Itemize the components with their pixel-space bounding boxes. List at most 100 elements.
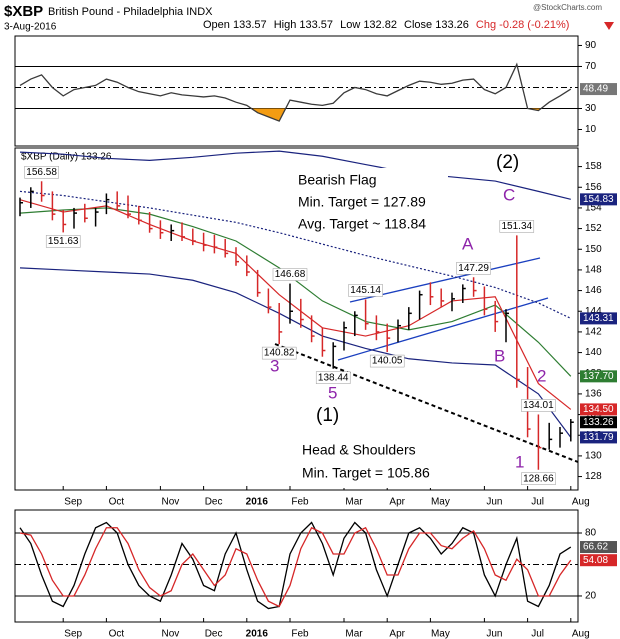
panel-title: $XBP (Daily) 133.26: [21, 152, 112, 163]
price-label-box: [348, 284, 383, 297]
quote-close: Close 133.26: [404, 19, 469, 31]
wave-label: C: [503, 185, 515, 204]
x-tick-label: Jun: [486, 497, 502, 508]
y-tick-label: 142: [585, 327, 602, 338]
x-tick-label: Jun: [486, 629, 502, 639]
end-label: 134.50: [583, 404, 614, 415]
x-tick-label: May: [431, 629, 450, 639]
y-tick-label: 158: [585, 161, 602, 172]
rsi-layer: 10 30 70 90 48.49: [15, 40, 617, 135]
wave-label: A: [462, 234, 474, 253]
price-label-box: [456, 262, 491, 275]
price-layer: 1281301321341361381401421441461481501521…: [19, 150, 617, 508]
end-label-box: [580, 312, 617, 325]
y-tick-label: 70: [585, 61, 597, 72]
wave-label: 5: [328, 383, 337, 402]
end-label-box: [580, 193, 617, 206]
end-label: 66.62: [583, 542, 608, 553]
price-label: 151.63: [48, 236, 79, 247]
end-label-box: [580, 541, 617, 554]
quote-low: Low 132.82: [340, 19, 397, 31]
y-tick-label: 148: [585, 265, 602, 276]
end-label-box: [580, 83, 617, 96]
x-tick-label: Nov: [162, 497, 180, 508]
x-tick-label: Apr: [389, 629, 405, 639]
symbol: $XBP: [4, 3, 43, 20]
quote-high: High 133.57: [274, 19, 333, 31]
note-line: Head & Shoulders: [302, 442, 416, 458]
wave-label: (1): [316, 405, 339, 426]
price-label: 134.01: [523, 400, 554, 411]
y-tick-label: 136: [585, 389, 602, 400]
note-line: Min. Target = 105.86: [302, 465, 430, 481]
rsi-line: [19, 62, 572, 122]
y-tick-label: 144: [585, 306, 602, 317]
x-tick-label: Sep: [64, 629, 82, 639]
wave-label: 3: [270, 356, 279, 375]
date: 3-Aug-2016: [4, 22, 57, 33]
y-tick-label: 128: [585, 471, 602, 482]
quote-change: Chg -0.28 (-0.21%): [476, 19, 570, 31]
price-label: 140.05: [372, 356, 403, 367]
price-label-box: [24, 166, 59, 179]
y-tick-label: 150: [585, 244, 602, 255]
end-label-box: [580, 370, 617, 383]
price-label-box: [499, 220, 535, 233]
price-label: 147.29: [458, 263, 489, 274]
note-box: [297, 438, 449, 488]
price-label-box: [521, 399, 556, 412]
end-label-box: [580, 416, 617, 429]
x-tick-label: Mar: [345, 497, 363, 508]
end-label: 154.83: [583, 194, 614, 205]
wave-label: (2): [496, 152, 519, 173]
x-tick-label: Jul: [531, 497, 544, 508]
note-box: [292, 168, 448, 234]
x-tick-label: Dec: [205, 497, 223, 508]
price-label-box: [45, 235, 81, 248]
x-tick-label: May: [431, 497, 450, 508]
x-tick-label: Aug: [572, 497, 590, 508]
end-label-box: [580, 431, 617, 444]
note-line: Bearish Flag: [298, 172, 377, 188]
price-label-box: [272, 268, 308, 281]
end-label-box: [580, 403, 617, 416]
price-label-box: [369, 354, 405, 368]
price-label-box: [521, 472, 556, 485]
y-tick-label: 30: [585, 103, 597, 114]
price-label: 140.82: [264, 348, 295, 359]
end-label: 131.79: [583, 432, 614, 443]
rsi-panel: [14, 35, 579, 147]
y-tick-label: 146: [585, 285, 602, 296]
end-label: 143.31: [583, 313, 614, 324]
y-tick-label: 140: [585, 347, 602, 358]
end-label: 48.49: [583, 84, 608, 95]
end-label: 54.08: [583, 555, 608, 566]
y-tick-label: 152: [585, 223, 602, 234]
x-tick-label: Dec: [205, 629, 223, 639]
x-tick-label: Mar: [345, 629, 363, 639]
quote-open: Open 133.57: [203, 19, 267, 31]
price-label: 138.44: [318, 372, 349, 383]
wave-label: 2: [537, 366, 546, 385]
price-label: 146.68: [275, 269, 306, 280]
overlay-line: [19, 150, 571, 200]
oversold-fill: [20, 108, 571, 122]
y-tick-label: 156: [585, 182, 602, 193]
wave-label: B: [494, 346, 505, 365]
source: @StockCharts.com: [533, 3, 602, 12]
x-tick-label: Feb: [291, 629, 309, 639]
y-tick-label: 90: [585, 40, 597, 51]
x-tick-label: Sep: [64, 497, 82, 508]
price-label-box: [315, 371, 351, 384]
overlay-line: [19, 190, 572, 319]
price-label-box: [261, 346, 297, 360]
neckline: [274, 343, 579, 463]
y-tick-label: 20: [585, 591, 597, 602]
end-label: 137.70: [583, 371, 614, 382]
end-label-box: [580, 554, 617, 567]
x-tick-label: Apr: [389, 497, 405, 508]
x-tick-label: Oct: [109, 629, 125, 639]
y-tick-label: 80: [585, 528, 597, 539]
note-line: Min. Target = 127.89: [298, 194, 426, 210]
